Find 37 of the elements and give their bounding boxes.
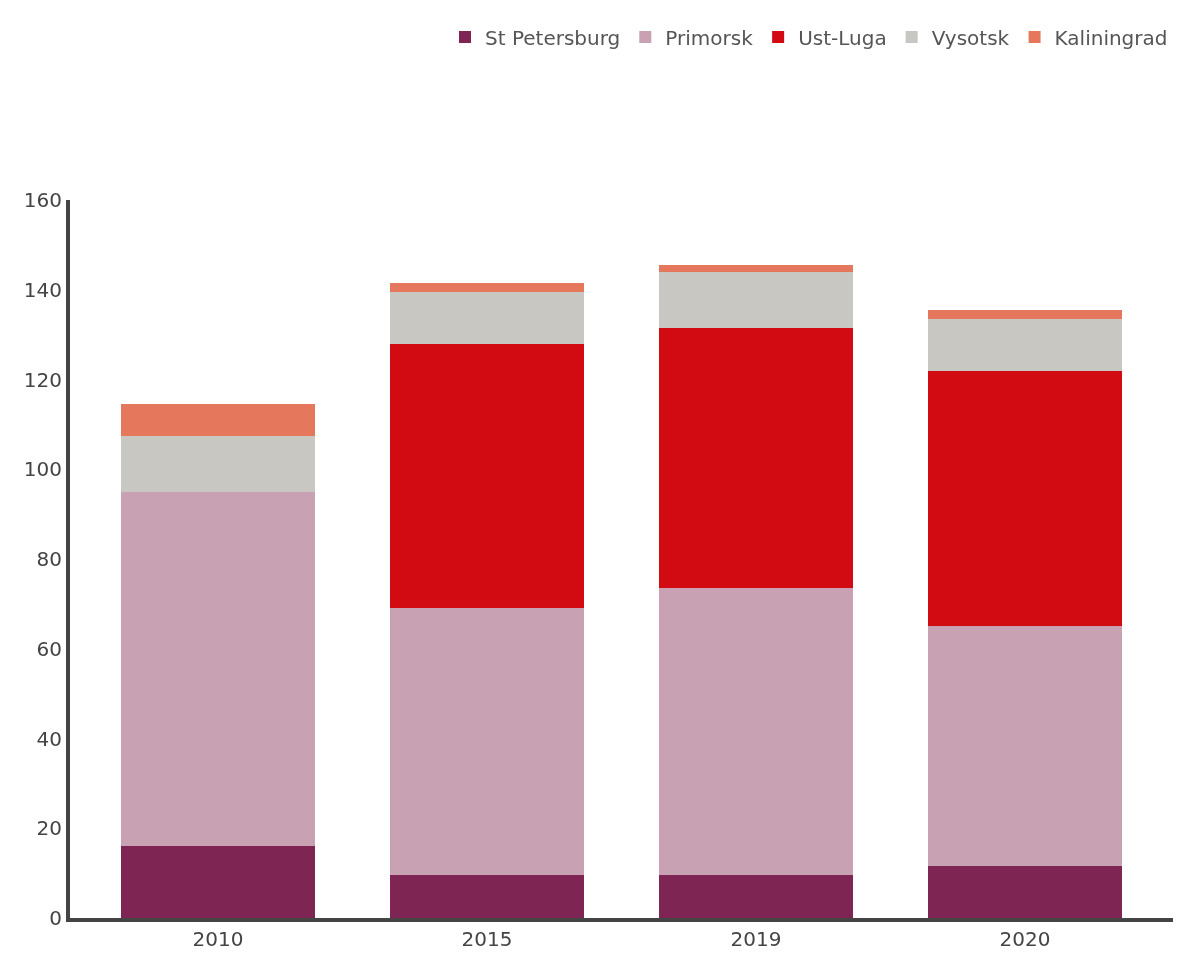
- bar: [121, 435, 315, 492]
- bar: [928, 370, 1122, 627]
- legend-label: Primorsk: [665, 25, 754, 50]
- bar: [121, 846, 315, 918]
- bar: [659, 327, 853, 589]
- y-tick-label: 140: [23, 277, 62, 302]
- bar: [659, 271, 853, 328]
- y-tick-label: 160: [23, 188, 62, 212]
- bar: [121, 404, 315, 436]
- x-tick-label: 2015: [461, 927, 513, 951]
- bar: [390, 608, 584, 876]
- bar: [390, 291, 584, 344]
- bar: [390, 875, 584, 918]
- bar: [390, 283, 584, 292]
- bar: [390, 343, 584, 609]
- bar: [928, 318, 1122, 371]
- bar: [928, 309, 1122, 319]
- legend-label: Kaliningrad: [1054, 25, 1168, 50]
- x-tick-label: 2019: [730, 927, 782, 951]
- y-tick-label: 0: [49, 906, 62, 930]
- y-tick-label: 100: [23, 457, 62, 482]
- legend-label: Vysotsk: [931, 25, 1010, 50]
- y-tick-label: 120: [23, 367, 62, 392]
- y-tick-label: 80: [36, 547, 62, 571]
- y-tick-label: 60: [36, 636, 62, 661]
- legend-label: Ust-Luga: [798, 25, 887, 50]
- bar: [659, 588, 853, 876]
- y-tick-label: 20: [36, 816, 62, 841]
- x-tick-label: 2010: [192, 927, 244, 951]
- bar: [121, 491, 315, 847]
- bar: [659, 265, 853, 272]
- bar: [928, 626, 1122, 867]
- x-tick-label: 2020: [999, 927, 1051, 951]
- legend-label: St Petersburg: [485, 25, 621, 50]
- bar: [659, 875, 853, 918]
- bar: [928, 866, 1122, 918]
- y-tick-label: 40: [36, 726, 62, 751]
